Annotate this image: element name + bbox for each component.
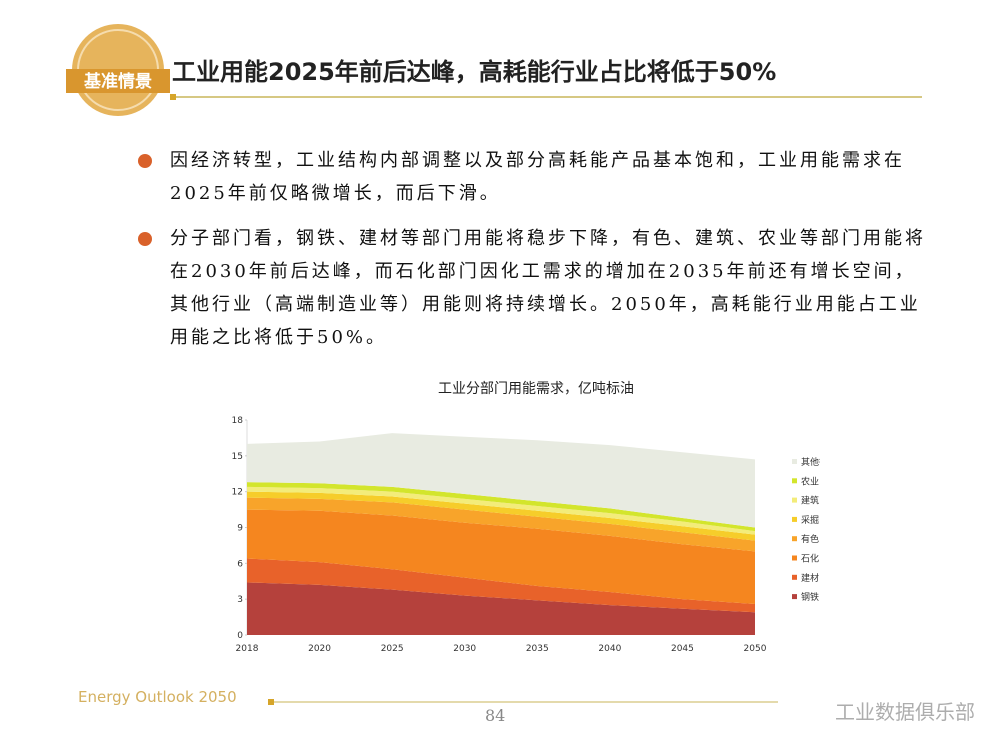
legend-swatch <box>792 516 797 522</box>
y-tick-label: 12 <box>232 488 243 498</box>
x-tick-label: 2030 <box>453 644 476 654</box>
area <box>247 509 755 604</box>
chart: 工业分部门用能需求，亿吨标油 0 3 6 9 12 15 18 2018 2020 2025 203… <box>232 381 820 654</box>
legend-swatch <box>792 574 797 580</box>
bullet-text: 分子部门看，钢铁、建材等部门用能将稳步下降，有色、建筑、农业等部门用能将在203… <box>170 228 926 348</box>
area <box>247 558 755 613</box>
slide-title: 工业用能2025年前后达峰，高耗能行业占比将低于50% <box>172 58 777 86</box>
x-tick-label: 2018 <box>236 644 259 654</box>
legend-swatch <box>792 478 797 484</box>
logo: 基准情景 <box>66 24 170 116</box>
legend-label: 农业 <box>801 475 819 487</box>
y-tick-label: 6 <box>237 559 243 569</box>
x-tick-label: 2035 <box>526 644 549 654</box>
legend-label: 有色 <box>801 533 819 545</box>
x-tick-label: 2050 <box>744 644 767 654</box>
bullet-icon <box>138 154 152 168</box>
y-tick-label: 18 <box>232 416 244 426</box>
watermark: 工业数据俱乐部 <box>835 700 975 724</box>
title-rule <box>170 94 922 100</box>
area <box>247 433 755 528</box>
area <box>247 582 755 635</box>
legend-swatch <box>792 536 797 542</box>
y-tick-label: 0 <box>237 631 243 641</box>
legend-label: 建材 <box>801 572 819 584</box>
y-tick-label: 15 <box>232 452 243 462</box>
y-tick-label: 3 <box>237 595 243 605</box>
bullet-icon <box>138 232 152 246</box>
legend-label: 采掘 <box>801 514 819 526</box>
legend-swatch <box>792 459 797 464</box>
page-number: 84 <box>485 706 506 725</box>
legend-label: 建筑 <box>801 495 819 507</box>
area <box>247 482 755 532</box>
rule-marker <box>170 94 176 100</box>
area <box>247 491 755 541</box>
legend-swatch <box>792 555 797 561</box>
legend-swatch <box>792 497 797 503</box>
x-tick-label: 2045 <box>671 644 694 654</box>
legend-label: 钢铁 <box>801 591 819 603</box>
legend-label: 其他行业 <box>801 456 820 468</box>
logo-band <box>66 69 170 93</box>
legend-label: 石化 <box>801 553 819 565</box>
rule-marker <box>268 699 274 705</box>
legend-swatch <box>792 594 797 600</box>
area <box>247 497 755 552</box>
x-tick-label: 2020 <box>308 644 331 654</box>
chart-title: 工业分部门用能需求，亿吨标油 <box>438 381 634 397</box>
y-tick-label: 9 <box>237 524 243 534</box>
x-tick-label: 2040 <box>598 644 621 654</box>
footer-rule <box>268 699 778 705</box>
area <box>247 486 755 535</box>
footer-text: Energy Outlook 2050 <box>78 688 237 706</box>
x-tick-label: 2025 <box>381 644 404 654</box>
logo-text: 基准情景 <box>83 71 152 92</box>
bullet-text: 因经济转型，工业结构内部调整以及部分高耗能产品基本饱和，工业用能需求在2025年… <box>170 150 905 204</box>
